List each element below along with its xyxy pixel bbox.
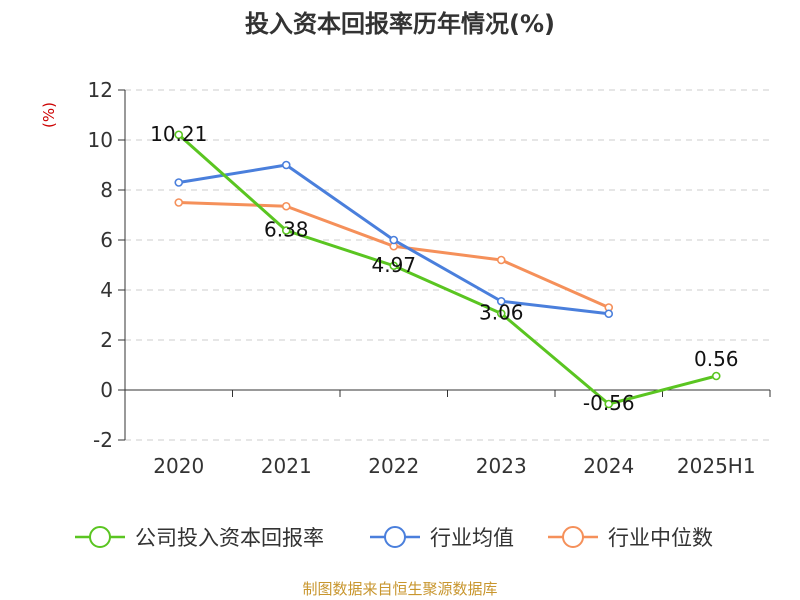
data-point — [604, 399, 614, 409]
data-source-note: 制图数据来自恒生聚源数据库 — [302, 580, 498, 598]
legend-item-label: 行业中位数 — [608, 526, 713, 550]
data-point — [281, 201, 291, 211]
x-tick-label: 2022 — [368, 454, 419, 478]
x-tick-label: 2025H1 — [677, 454, 756, 478]
legend-item-label: 公司投入资本回报率 — [135, 526, 324, 550]
y-tick-label: 12 — [88, 78, 113, 102]
x-tick-label: 2021 — [261, 454, 312, 478]
legend-marker-circle — [89, 526, 111, 548]
legend-marker-circle — [384, 526, 406, 548]
y-tick-label: 4 — [100, 278, 113, 302]
data-label: 0.56 — [694, 347, 739, 371]
y-tick-label: 2 — [100, 328, 113, 352]
data-point — [604, 309, 614, 319]
data-point — [389, 261, 399, 271]
data-point — [174, 130, 184, 140]
x-tick-label: 2024 — [583, 454, 634, 478]
data-label: 6.38 — [264, 218, 309, 242]
chart-title: 投入资本回报率历年情况(%) — [245, 10, 555, 38]
data-point — [496, 296, 506, 306]
data-label: -0.56 — [583, 391, 635, 415]
series-line — [177, 133, 717, 406]
y-tick-label: -2 — [93, 428, 113, 452]
x-tick-label: 2020 — [153, 454, 204, 478]
y-tick-label: 6 — [100, 228, 113, 252]
data-point — [174, 178, 184, 187]
data-point — [281, 160, 291, 170]
data-labels: 10.21 6.38 4.97 3.06 -0.56 0.56 — [150, 122, 738, 415]
data-label: 3.06 — [479, 301, 524, 325]
y-tick-label: 10 — [88, 128, 113, 152]
y-tick-label: 8 — [100, 178, 113, 202]
data-point — [281, 226, 291, 235]
data-point — [711, 371, 721, 381]
series-group — [174, 130, 721, 409]
data-point — [389, 235, 399, 245]
data-label: 4.97 — [371, 253, 416, 277]
x-tick-label: 2023 — [476, 454, 527, 478]
data-point — [496, 255, 506, 265]
legend-item-label: 行业均值 — [430, 526, 514, 550]
y-axis-unit: (%) — [40, 102, 58, 128]
data-point — [496, 309, 506, 318]
data-label: 10.21 — [150, 122, 207, 146]
y-tick-label: 0 — [100, 378, 113, 402]
legend-marker-circle — [562, 526, 584, 548]
data-point — [174, 198, 184, 207]
axes: -2 0 2 4 6 8 10 12 2020 2021 2022 2023 2024 2025H1 — [88, 78, 771, 478]
legend[interactable]: 公司投入资本回报率 行业均值 行业中位数 — [75, 526, 713, 550]
